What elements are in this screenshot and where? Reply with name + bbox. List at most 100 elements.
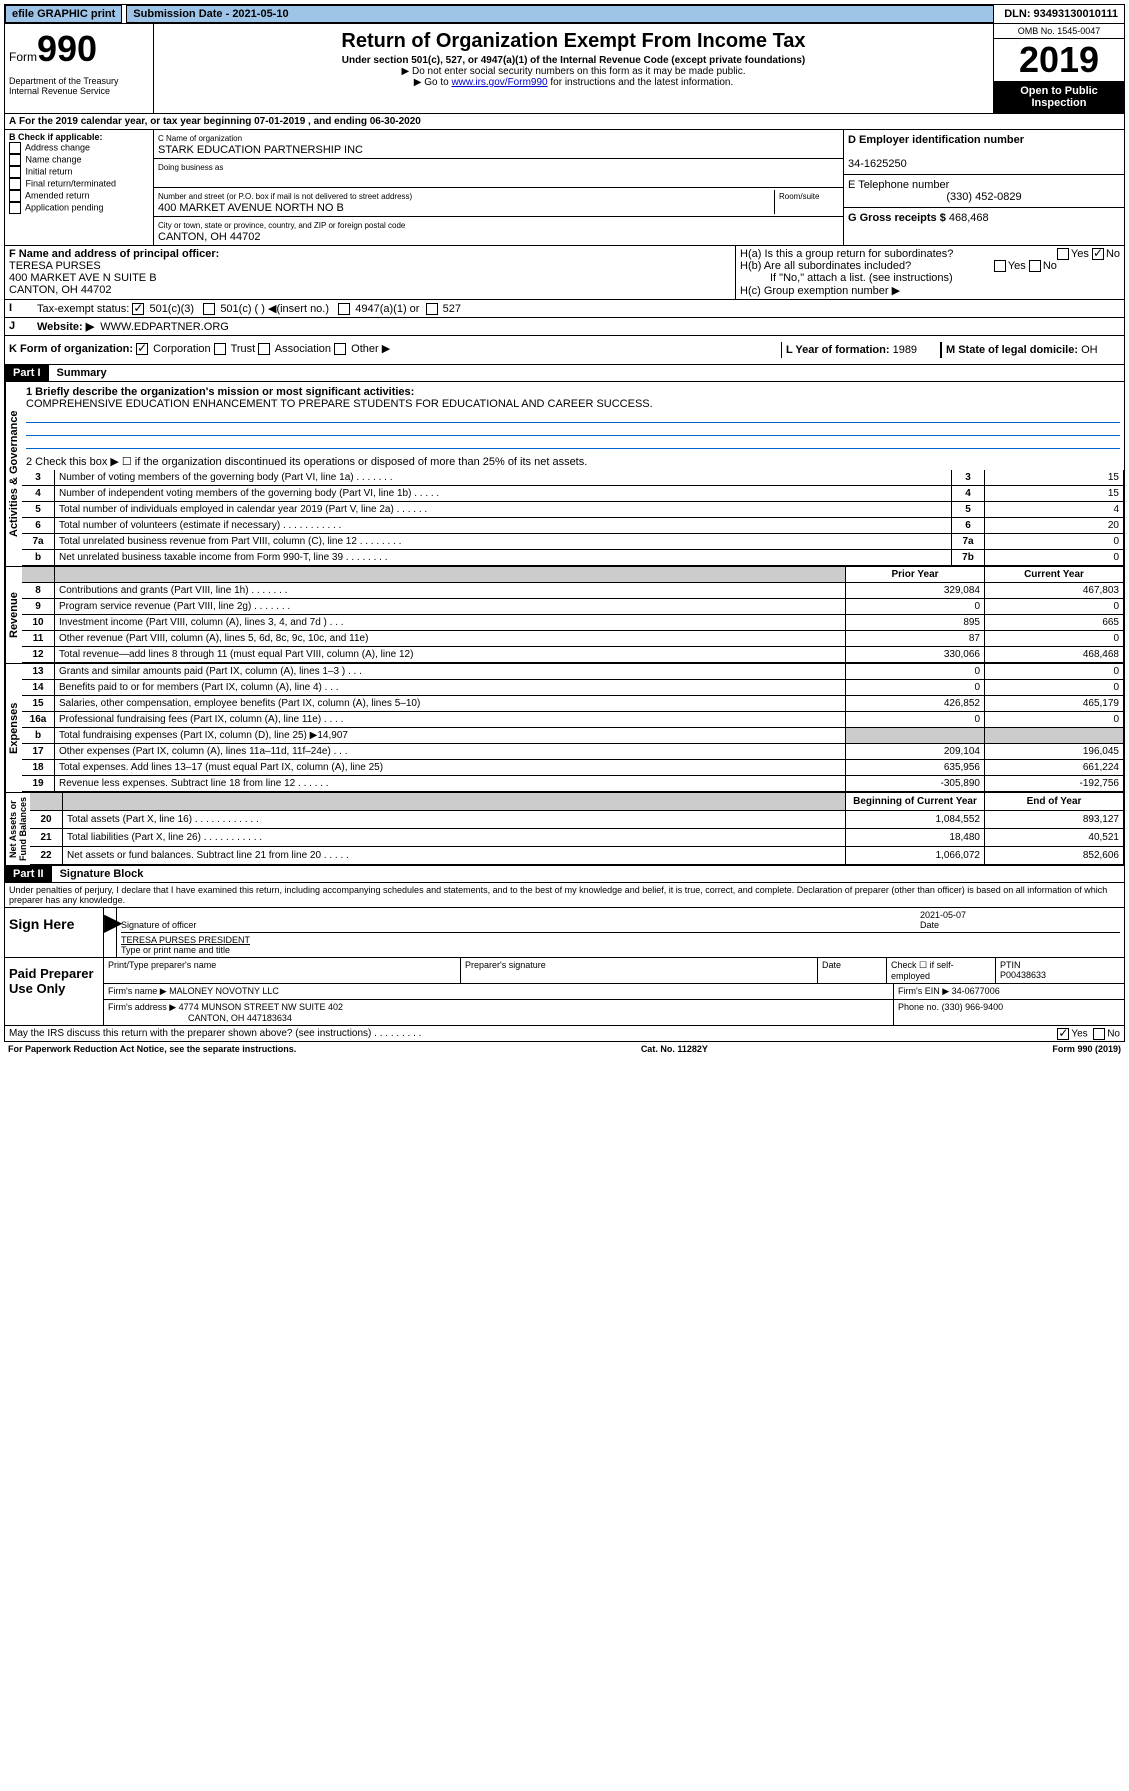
form-header: Form990 Department of the Treasury Inter… — [4, 24, 1125, 114]
org-name: STARK EDUCATION PARTNERSHIP INC — [158, 144, 363, 156]
check-address-change[interactable]: Address change — [9, 142, 149, 154]
website-row: J Website: ▶ WWW.EDPARTNER.ORG — [4, 318, 1125, 336]
form-number-block: Form990 Department of the Treasury Inter… — [5, 24, 154, 113]
hb-yes[interactable] — [994, 260, 1006, 272]
check-name-change[interactable]: Name change — [9, 154, 149, 166]
dln: DLN: 93493130010111 — [998, 6, 1124, 22]
paid-content: Print/Type preparer's name Preparer's si… — [104, 958, 1124, 1025]
gross-value: 468,468 — [949, 212, 989, 224]
period-row: A For the 2019 calendar year, or tax yea… — [4, 114, 1125, 130]
501c-check[interactable] — [203, 303, 215, 315]
q1-label: 1 Briefly describe the organization's mi… — [26, 386, 414, 398]
sig-of-officer: Signature of officer — [121, 920, 196, 930]
gross-label: G Gross receipts $ — [848, 212, 946, 224]
footer-mid: Cat. No. 11282Y — [641, 1044, 708, 1054]
footer-right: Form 990 (2019) — [1052, 1044, 1121, 1054]
vert-revenue: Revenue — [5, 567, 22, 663]
sign-arrow-icon: ▶ — [104, 908, 117, 957]
part2-badge: Part II — [5, 866, 52, 882]
irs-link[interactable]: www.irs.gov/Form990 — [451, 77, 547, 88]
self-employed-check[interactable]: Check ☐ if self-employed — [887, 958, 996, 983]
netassets-section: Net Assets orFund Balances Beginning of … — [4, 793, 1125, 866]
efile-button[interactable]: efile GRAPHIC print — [5, 5, 122, 23]
check-column: B Check if applicable: Address change Na… — [5, 130, 154, 245]
subtitle-1: Under section 501(c), 527, or 4947(a)(1)… — [158, 55, 989, 66]
discuss-no[interactable] — [1093, 1028, 1105, 1040]
discuss-text: May the IRS discuss this return with the… — [9, 1028, 421, 1039]
assoc-check[interactable] — [258, 343, 270, 355]
part2-title: Signature Block — [52, 868, 144, 880]
part2-header-row: Part II Signature Block — [4, 866, 1125, 883]
corp-check[interactable] — [136, 343, 148, 355]
vert-expenses: Expenses — [5, 664, 22, 792]
check-final-return-terminated[interactable]: Final return/terminated — [9, 178, 149, 190]
discuss-row: May the IRS discuss this return with the… — [5, 1026, 1124, 1041]
527-check[interactable] — [426, 303, 438, 315]
firm-phone: (330) 966-9400 — [942, 1002, 1004, 1012]
check-initial-return[interactable]: Initial return — [9, 166, 149, 178]
k-row: K Form of organization: Corporation Trus… — [4, 336, 1125, 365]
year-formation: L Year of formation: 1989 — [781, 342, 941, 358]
preparer-name-col: Print/Type preparer's name — [104, 958, 461, 983]
org-name-label: C Name of organization — [158, 134, 242, 143]
sign-content: Signature of officer2021-05-07Date TERES… — [117, 908, 1124, 957]
right-column: OMB No. 1545-0047 2019 Open to Public In… — [993, 24, 1124, 113]
org-addr: 400 MARKET AVENUE NORTH NO B — [158, 202, 344, 214]
main-info-row: B Check if applicable: Address change Na… — [4, 130, 1125, 246]
other-check[interactable] — [334, 343, 346, 355]
opt-501c: 501(c) ( ) ◀(insert no.) — [220, 303, 329, 315]
4947-check[interactable] — [338, 303, 350, 315]
h-note: If "No," attach a list. (see instruction… — [740, 272, 1120, 284]
name-title-label: Type or print name and title — [121, 945, 230, 955]
dba-label: Doing business as — [158, 163, 223, 172]
opt-4947: 4947(a)(1) or — [355, 303, 419, 315]
expenses-table: 13Grants and similar amounts paid (Part … — [22, 664, 1124, 792]
ein-column: D Employer identification number34-16252… — [844, 130, 1124, 245]
revenue-table: Prior YearCurrent Year8Contributions and… — [22, 567, 1124, 663]
omb-number: OMB No. 1545-0047 — [994, 24, 1124, 39]
ptin-label: PTIN — [1000, 960, 1021, 970]
row-j: J — [5, 318, 33, 335]
k-label: K Form of organization: — [9, 343, 133, 355]
hb-no[interactable] — [1029, 260, 1041, 272]
officer-addr: 400 MARKET AVE N SUITE B — [9, 272, 157, 284]
firm-label: Firm's name ▶ — [108, 986, 167, 996]
check-application-pending[interactable]: Application pending — [9, 202, 149, 214]
footer-left: For Paperwork Reduction Act Notice, see … — [8, 1044, 296, 1054]
ptin-value: P00438633 — [1000, 970, 1046, 980]
discuss-yes[interactable] — [1057, 1028, 1069, 1040]
ha-no[interactable] — [1092, 248, 1104, 260]
ein-label: D Employer identification number — [848, 134, 1024, 146]
tax-status-cell: Tax-exempt status: 501(c)(3) 501(c) ( ) … — [33, 300, 1124, 317]
sign-date: 2021-05-07 — [920, 910, 966, 920]
tax-status-label: Tax-exempt status: — [37, 303, 129, 315]
website-cell: Website: ▶ WWW.EDPARTNER.ORG — [33, 318, 1124, 335]
k-cell: K Form of organization: Corporation Trus… — [9, 342, 781, 358]
firm-addr-label: Firm's address ▶ — [108, 1002, 176, 1012]
vert-netassets: Net Assets orFund Balances — [5, 793, 30, 865]
part1-badge: Part I — [5, 365, 49, 381]
topbar: efile GRAPHIC print Submission Date - 20… — [4, 4, 1125, 24]
vert-activities: Activities & Governance — [5, 382, 22, 566]
check-amended-return[interactable]: Amended return — [9, 190, 149, 202]
department: Department of the Treasury Internal Reve… — [9, 76, 149, 96]
row-i: I — [5, 300, 33, 317]
opt-corp: Corporation — [153, 343, 210, 355]
ha-yes[interactable] — [1057, 248, 1069, 260]
firm-addr: 4774 MUNSON STREET NW SUITE 402 — [179, 1002, 343, 1012]
ha-label: H(a) Is this a group return for subordin… — [740, 248, 953, 260]
expenses-section: Expenses 13Grants and similar amounts pa… — [4, 664, 1125, 793]
netassets-table: Beginning of Current YearEnd of Year20To… — [30, 793, 1124, 865]
trust-check[interactable] — [214, 343, 226, 355]
form-word: Form — [9, 50, 37, 64]
firm-ein: 34-0677006 — [952, 986, 1000, 996]
submission-date: Submission Date - 2021-05-10 — [126, 5, 994, 23]
opt-527: 527 — [443, 303, 461, 315]
org-city: CANTON, OH 44702 — [158, 231, 261, 243]
website-value: WWW.EDPARTNER.ORG — [100, 321, 229, 333]
summary-table: 3Number of voting members of the governi… — [22, 470, 1124, 566]
q2-label: 2 Check this box ▶ ☐ if the organization… — [22, 453, 1124, 470]
501c3-check[interactable] — [132, 303, 144, 315]
opt-other: Other ▶ — [351, 343, 390, 355]
firm-name: MALONEY NOVOTNY LLC — [169, 986, 279, 996]
